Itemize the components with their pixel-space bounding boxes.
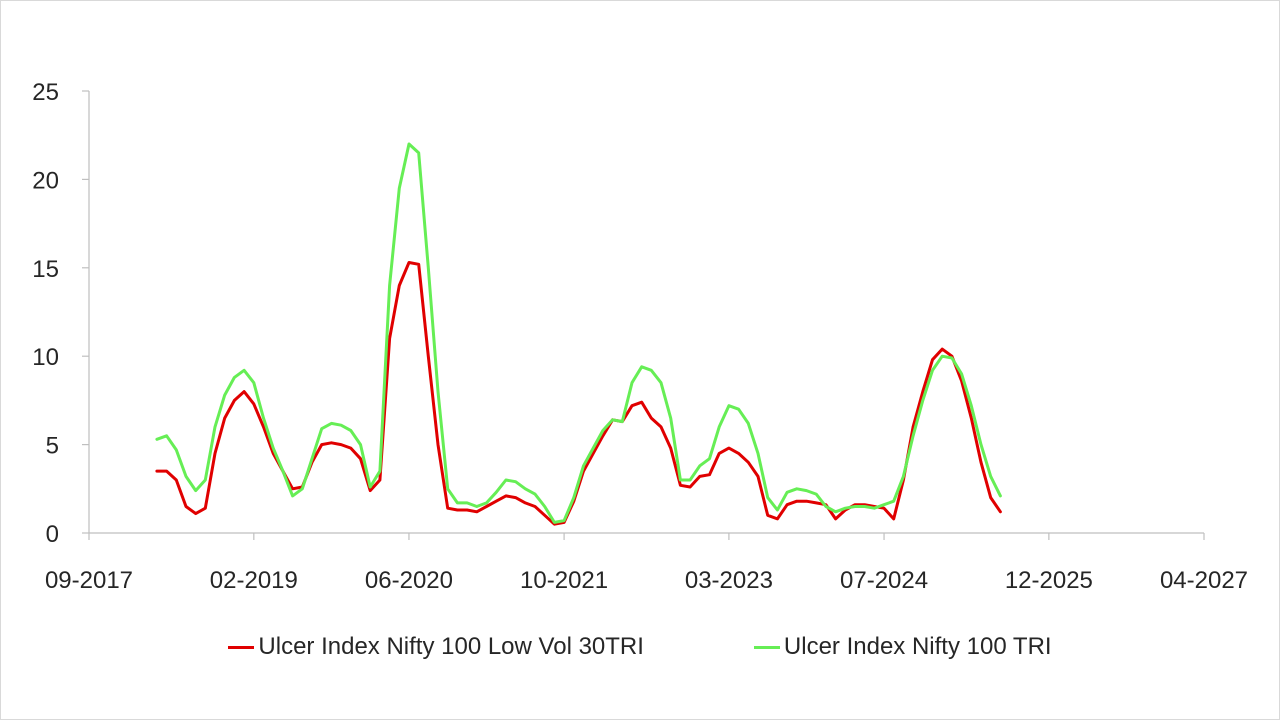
x-tick-label: 03-2023 (685, 567, 773, 594)
line-chart: 0 5 10 15 20 25 09-2017 02-2019 06-2020 10-2021 03… (32, 79, 1248, 594)
x-tick-label: 09-2017 (45, 567, 133, 594)
legend-item-low-vol: Ulcer Index Nifty 100 Low Vol 30TRI (228, 633, 644, 661)
y-tick-label: 0 (46, 521, 59, 548)
legend-swatch-nifty-100 (753, 645, 780, 649)
x-tick-label: 10-2021 (520, 567, 608, 594)
legend: Ulcer Index Nifty 100 Low Vol 30TRI Ulce… (1, 633, 1279, 661)
x-tick-label: 06-2020 (365, 567, 453, 594)
series-layer (155, 142, 1002, 526)
x-tick-label: 07-2024 (840, 567, 928, 594)
legend-swatch-low-vol (228, 645, 255, 649)
legend-item-nifty-100: Ulcer Index Nifty 100 TRI (753, 633, 1052, 661)
y-tick-label: 20 (32, 167, 59, 194)
y-tick-label: 25 (32, 79, 59, 106)
x-tick-label: 04-2027 (1160, 567, 1248, 594)
legend-label-low-vol: Ulcer Index Nifty 100 Low Vol 30TRI (258, 633, 644, 660)
x-tick-label: 02-2019 (210, 567, 298, 594)
y-tick-label: 15 (32, 256, 59, 283)
y-tick-label: 5 (46, 433, 59, 460)
axes: 0 5 10 15 20 25 09-2017 02-2019 06-2020 10-2021 03… (32, 79, 1248, 594)
x-tick-label: 12-2025 (1005, 567, 1093, 594)
series-line-nifty-100 (155, 142, 1002, 524)
y-tick-label: 10 (32, 344, 59, 371)
legend-label-nifty-100: Ulcer Index Nifty 100 TRI (783, 633, 1052, 660)
